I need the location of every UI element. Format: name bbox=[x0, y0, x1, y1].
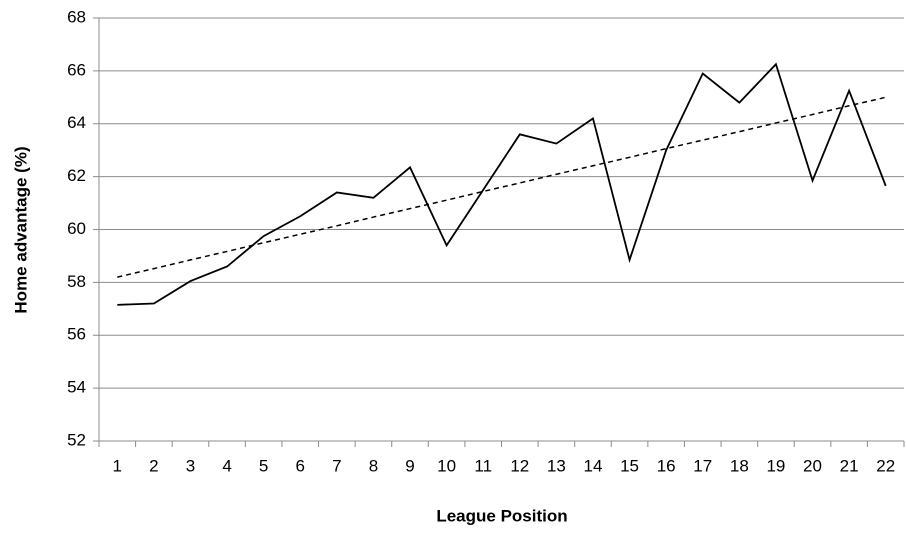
x-tick-label: 11 bbox=[474, 456, 492, 475]
y-tick-label: 68 bbox=[67, 7, 86, 26]
y-tick-label: 66 bbox=[67, 60, 86, 79]
x-tick-label: 8 bbox=[369, 456, 378, 475]
x-tick-label: 18 bbox=[730, 456, 749, 475]
x-tick-label: 4 bbox=[222, 456, 231, 475]
x-tick-label: 20 bbox=[803, 456, 822, 475]
x-tick-label: 10 bbox=[437, 456, 456, 475]
x-tick-label: 19 bbox=[766, 456, 785, 475]
x-tick-label: 2 bbox=[149, 456, 158, 475]
x-tick-label: 7 bbox=[332, 456, 341, 475]
y-tick-label: 60 bbox=[67, 219, 86, 238]
y-tick-label: 54 bbox=[67, 378, 86, 397]
x-tick-label: 9 bbox=[405, 456, 414, 475]
trend-line bbox=[117, 96, 886, 278]
x-tick-label: 13 bbox=[547, 456, 566, 475]
x-tick-label: 14 bbox=[584, 456, 603, 475]
y-tick-label: 58 bbox=[67, 272, 86, 291]
x-tick-label: 3 bbox=[186, 456, 195, 475]
y-tick-label: 62 bbox=[67, 166, 86, 185]
x-tick-label: 5 bbox=[259, 456, 268, 475]
y-axis-label: Home advantage (%) bbox=[11, 146, 30, 313]
x-tick-label: 6 bbox=[296, 456, 305, 475]
x-tick-label: 16 bbox=[657, 456, 676, 475]
y-tick-label: 52 bbox=[67, 430, 86, 449]
x-tick-label: 21 bbox=[840, 456, 859, 475]
x-tick-label: 1 bbox=[113, 456, 122, 475]
x-tick-label: 12 bbox=[510, 456, 529, 475]
x-tick-label: 15 bbox=[620, 456, 639, 475]
data-line bbox=[117, 62, 887, 306]
x-tick-label: 17 bbox=[693, 456, 712, 475]
x-axis-label: League Position bbox=[436, 506, 567, 525]
y-tick-label: 64 bbox=[67, 113, 86, 132]
y-tick-label: 56 bbox=[67, 325, 86, 344]
x-tick-label: 22 bbox=[876, 456, 895, 475]
